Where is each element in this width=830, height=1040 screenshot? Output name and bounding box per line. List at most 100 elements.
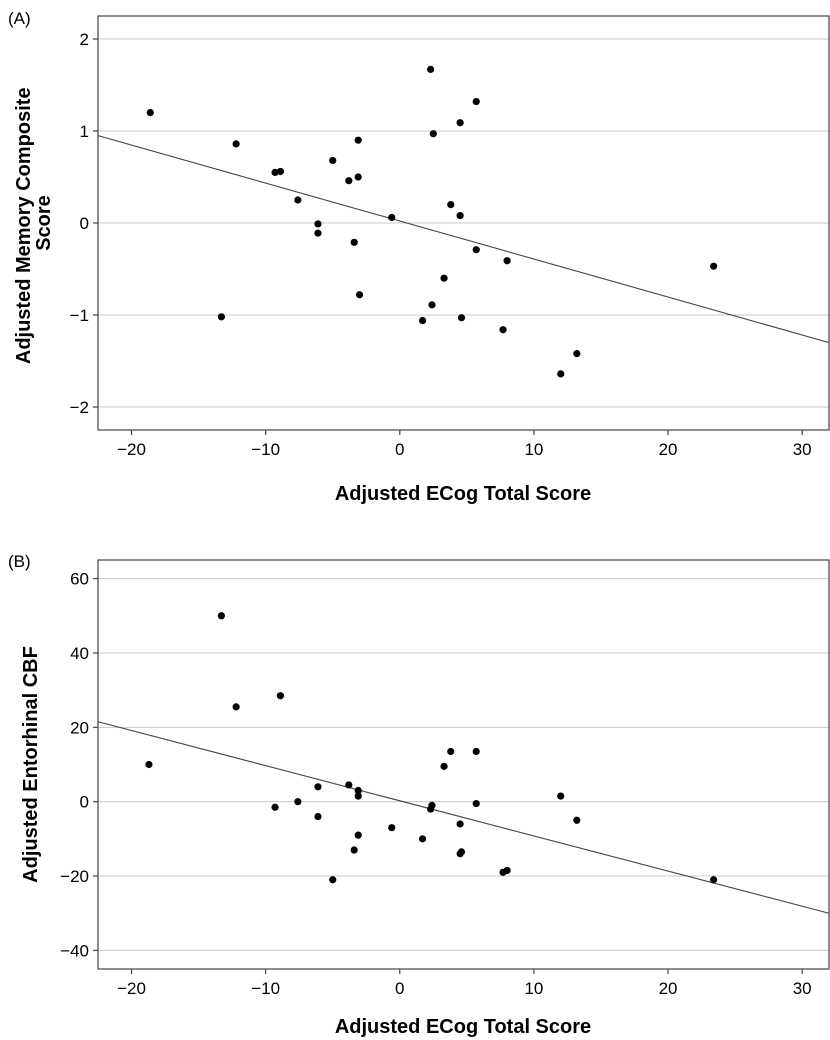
data-point [146, 109, 154, 117]
data-point [418, 835, 427, 843]
data-point [354, 792, 362, 800]
data-point [447, 201, 455, 209]
data-point [429, 130, 437, 138]
data-point [232, 140, 240, 148]
grid-lines [98, 578, 829, 951]
y-axis-title-line-1: Adjusted Entorhinal CBF [20, 646, 42, 883]
data-point [276, 692, 285, 700]
data-point [456, 212, 464, 220]
x-tick-label: 0 [395, 440, 404, 459]
data-point [345, 781, 353, 789]
data-point [388, 824, 396, 832]
panel-label: (A) [8, 9, 31, 28]
data-point [145, 760, 153, 769]
x-tick-label: −20 [117, 440, 146, 459]
data-point [447, 747, 455, 756]
data-point [294, 196, 302, 204]
panel-label: (B) [8, 552, 31, 571]
data-point [503, 257, 511, 265]
y-tick-label: −20 [60, 867, 89, 886]
data-point [503, 866, 511, 875]
x-tick-label: −20 [117, 979, 146, 998]
y-tick-label: 2 [80, 30, 89, 49]
data-point [329, 876, 337, 884]
data-point [294, 798, 302, 806]
data-point [710, 876, 718, 884]
y-tick-label: 60 [70, 570, 89, 589]
x-tick-label: 20 [659, 440, 678, 459]
plot-frame [97, 559, 830, 970]
y-tick-label: 0 [80, 793, 89, 812]
data-points [146, 65, 718, 378]
data-point [314, 783, 322, 791]
x-tick-label: 20 [659, 979, 678, 998]
data-point [557, 370, 565, 378]
data-points [145, 612, 718, 884]
data-point [472, 799, 480, 808]
fit-line [97, 135, 830, 344]
data-point [350, 846, 358, 854]
x-tick-label: 10 [524, 979, 543, 998]
data-point [276, 167, 285, 176]
y-tick-label: 40 [70, 644, 89, 663]
data-point [350, 238, 358, 246]
x-tick-label: 30 [793, 440, 812, 459]
data-point [428, 301, 436, 309]
y-axis-title-line-1: Adjusted Memory Composite [13, 87, 35, 364]
y-axis-title-line-2: Score [33, 195, 55, 251]
data-point [573, 816, 581, 824]
data-point [314, 229, 322, 237]
x-tick-label: 10 [524, 440, 543, 459]
fit-line [97, 721, 830, 914]
data-point [354, 786, 362, 795]
data-point [354, 831, 362, 839]
fit-line-layer [97, 721, 830, 914]
x-tick-label: −10 [251, 979, 280, 998]
data-point [710, 262, 718, 270]
y-tick-label: 20 [70, 718, 89, 737]
data-point [217, 313, 225, 321]
panel-b: (B) −20 −10 0 10 20 30 −40 −20 0 20 40 60 Adjusted … [8, 552, 830, 1038]
data-point [354, 136, 362, 144]
data-point [457, 314, 466, 322]
y-tick-label: −1 [70, 306, 89, 325]
y-tick-label: 0 [80, 214, 89, 233]
data-point [499, 326, 507, 334]
y-tick-label: −2 [70, 398, 89, 417]
y-tick-label: −40 [60, 941, 89, 960]
data-point [354, 173, 362, 181]
x-axis-title: Adjusted ECog Total Score [335, 483, 591, 505]
data-point [355, 291, 364, 299]
data-point [271, 803, 279, 811]
x-tick-label: −10 [251, 440, 280, 459]
data-point [440, 762, 448, 770]
data-point [557, 792, 565, 800]
x-tick-label: 0 [395, 979, 404, 998]
x-axis-title: Adjusted ECog Total Score [335, 1016, 591, 1038]
data-point [271, 168, 279, 176]
data-point [232, 703, 240, 711]
data-point [427, 65, 435, 73]
data-point [472, 246, 480, 254]
data-point [440, 274, 448, 282]
data-point [345, 177, 353, 185]
data-point [472, 747, 480, 756]
data-point [217, 612, 225, 620]
y-axis-title: Adjusted Memory Composite Score [13, 82, 55, 364]
y-tick-label: 1 [80, 122, 89, 141]
data-point [388, 213, 396, 222]
data-point [418, 316, 427, 325]
fit-line-layer [97, 135, 830, 344]
x-tick-label: 30 [793, 979, 812, 998]
data-point [329, 156, 337, 165]
data-point [573, 350, 581, 358]
data-point [457, 848, 466, 856]
data-point [314, 812, 322, 821]
data-point [314, 220, 322, 228]
data-point [456, 820, 464, 828]
data-point [472, 97, 480, 106]
